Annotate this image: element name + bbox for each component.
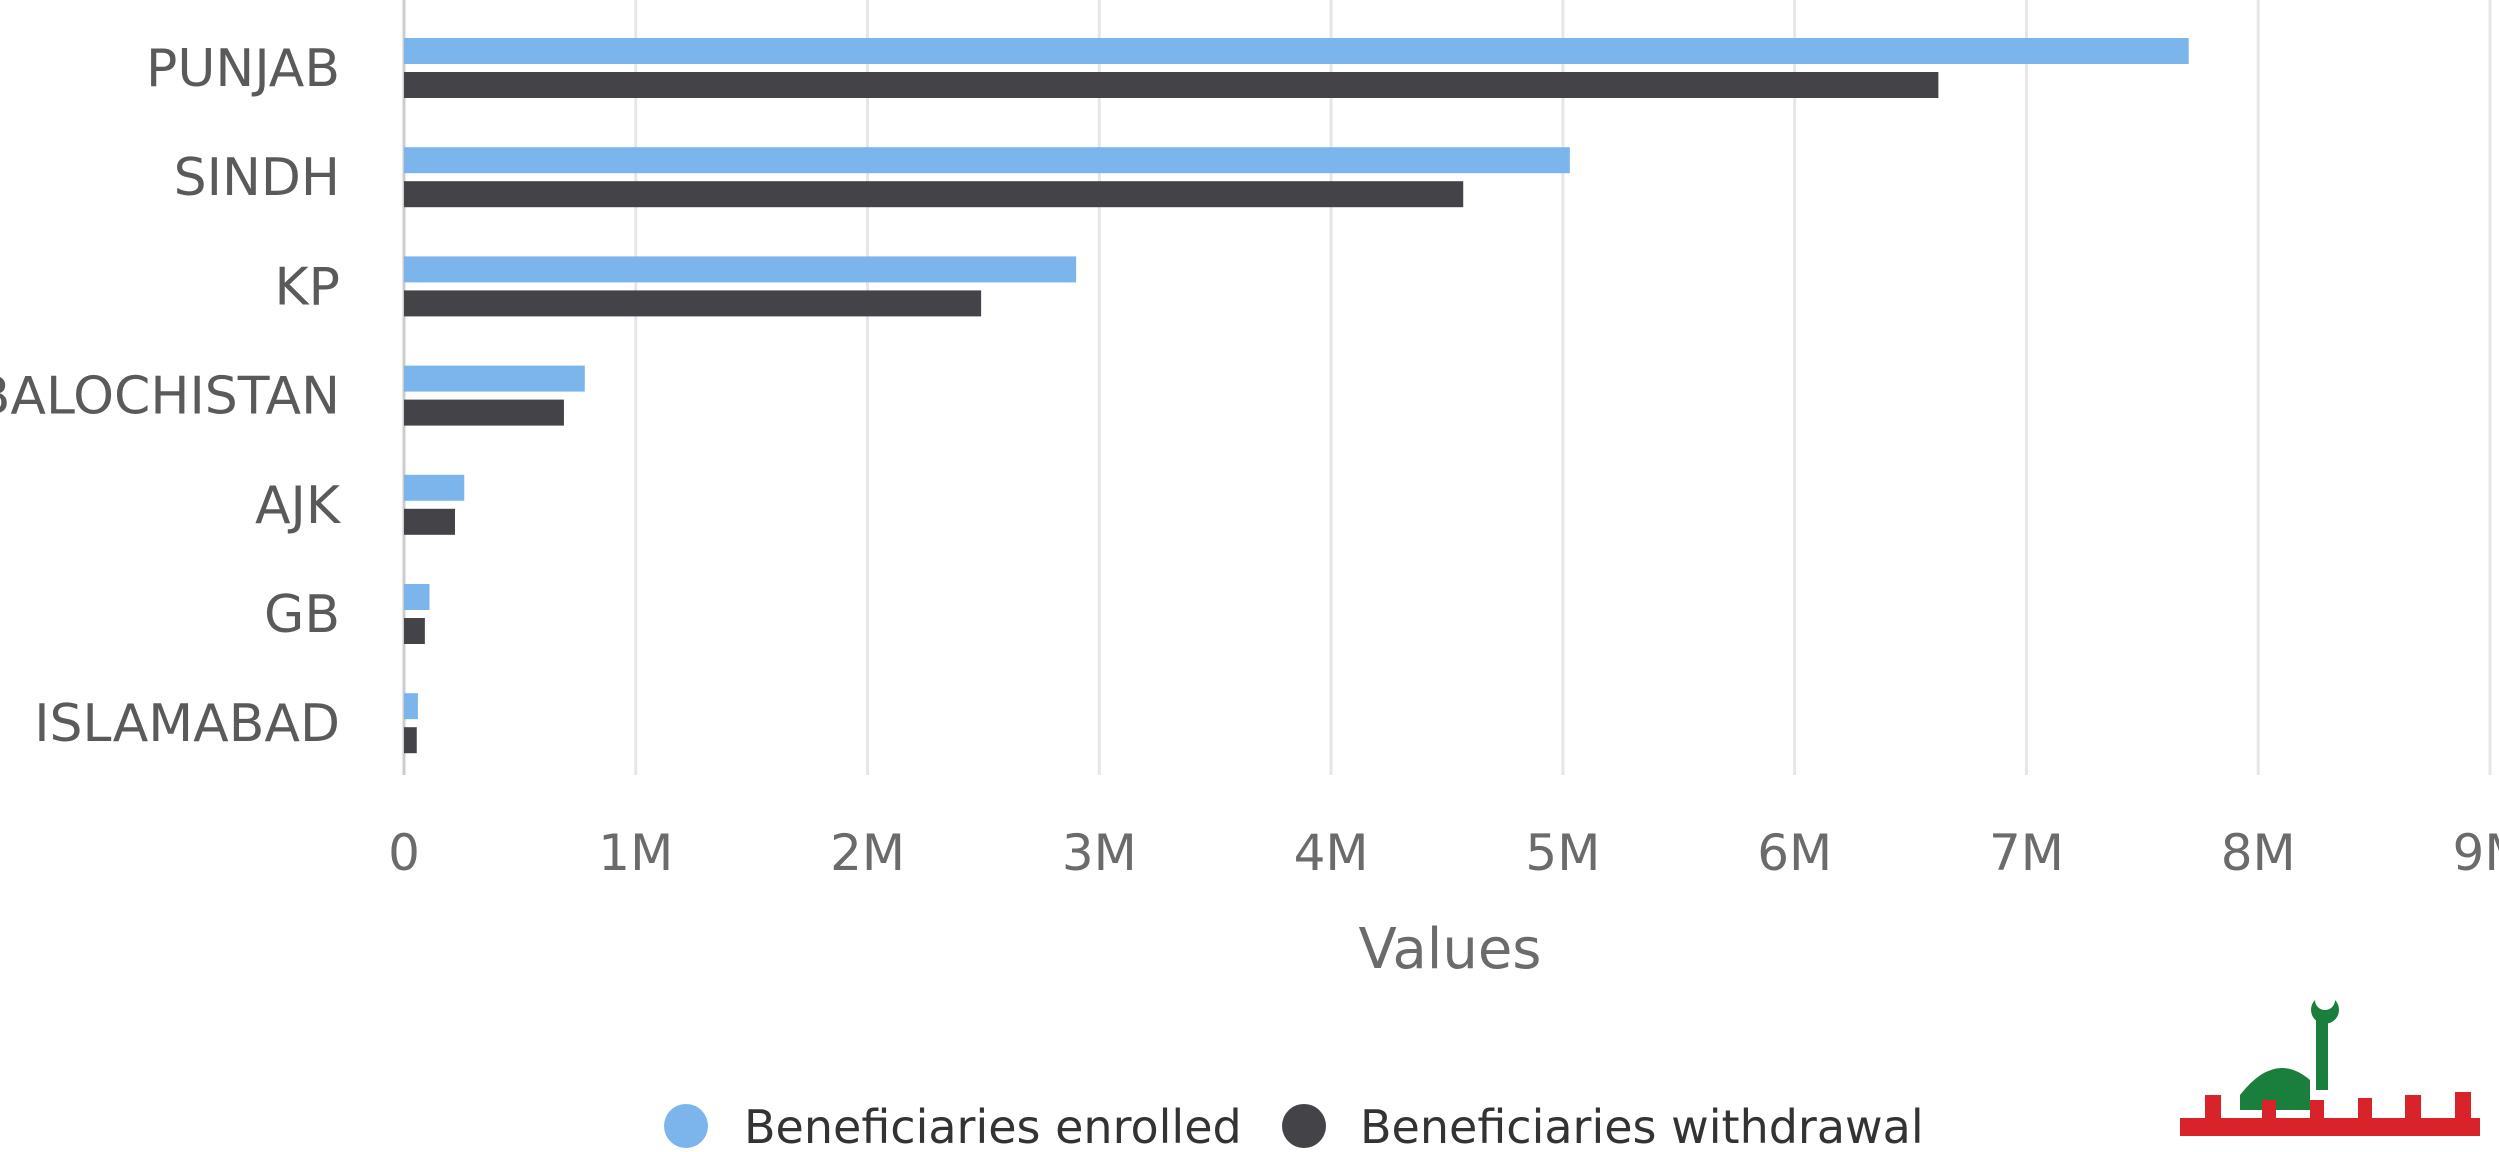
bar-enrolled[interactable] <box>404 584 429 610</box>
legend-item-withdrawal[interactable]: Beneficiaries withdrawal <box>1282 1100 1924 1152</box>
x-tick-label: 7M <box>1989 824 2064 882</box>
x-tick-label: 5M <box>1525 824 1600 882</box>
bar-enrolled[interactable] <box>404 147 1570 173</box>
category-label: KP <box>275 257 340 317</box>
bar-withdrawal[interactable] <box>404 618 425 644</box>
category-label: ISLAMABAD <box>34 694 340 754</box>
x-tick-label: 1M <box>598 824 673 882</box>
legend[interactable]: Beneficiaries enrolled Beneficiaries wit… <box>664 1100 1924 1152</box>
x-tick-label: 8M <box>2221 824 2296 882</box>
bar-withdrawal[interactable] <box>404 290 981 316</box>
category-label: PUNJAB <box>146 39 340 99</box>
bar-enrolled[interactable] <box>404 475 464 501</box>
bars <box>404 38 2189 753</box>
x-tick-label: 0 <box>388 824 420 882</box>
x-tick-label: 2M <box>830 824 905 882</box>
bar-withdrawal[interactable] <box>404 509 455 535</box>
legend-marker-withdrawal <box>1282 1104 1326 1148</box>
x-tick-label: 4M <box>1294 824 1369 882</box>
bar-enrolled[interactable] <box>404 693 418 719</box>
bar-withdrawal[interactable] <box>404 727 417 753</box>
bar-withdrawal[interactable] <box>404 181 1463 207</box>
legend-item-enrolled[interactable]: Beneficiaries enrolled <box>664 1100 1242 1152</box>
bar-enrolled[interactable] <box>404 38 2189 64</box>
bar-withdrawal[interactable] <box>404 400 564 426</box>
bar-enrolled[interactable] <box>404 366 585 392</box>
x-tick-labels: 0 1M 2M 3M 4M 5M 6M 7M 8M 9M <box>388 824 2499 882</box>
grid-lines <box>404 0 2490 775</box>
category-label: AJK <box>255 476 342 536</box>
category-label: GB <box>264 585 340 645</box>
logo-icon <box>2180 1000 2480 1136</box>
category-label: BALOCHISTAN <box>0 367 340 427</box>
category-labels: PUNJAB SINDH KP BALOCHISTAN AJK GB ISLAMABAD <box>0 39 342 754</box>
bar-enrolled[interactable] <box>404 256 1076 282</box>
x-axis-title: Values <box>1359 917 1542 982</box>
legend-label-enrolled: Beneficiaries enrolled <box>744 1100 1242 1152</box>
category-label: SINDH <box>174 148 340 208</box>
x-tick-label: 6M <box>1757 824 1832 882</box>
bar-withdrawal[interactable] <box>404 72 1938 98</box>
x-tick-label: 9M <box>2453 824 2499 882</box>
legend-label-withdrawal: Beneficiaries withdrawal <box>1360 1100 1924 1152</box>
legend-marker-enrolled <box>664 1104 708 1148</box>
x-tick-label: 3M <box>1062 824 1137 882</box>
